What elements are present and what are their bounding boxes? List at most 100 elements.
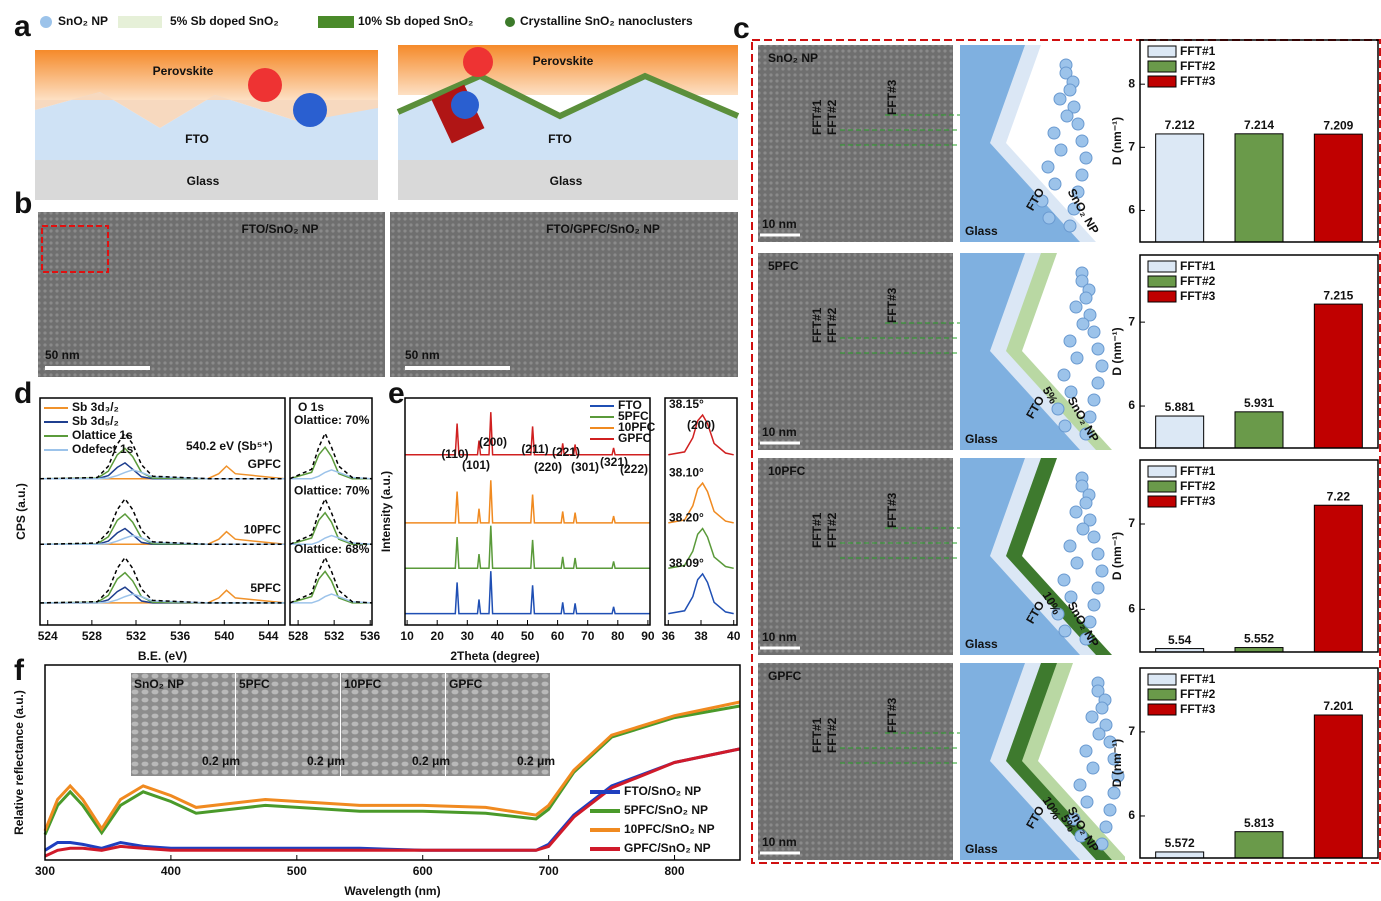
value-label: 5.813 (1244, 816, 1274, 830)
panel-label: e (388, 377, 405, 410)
value-label: 5.552 (1244, 632, 1274, 646)
np (1064, 335, 1076, 347)
scale-label: 10 nm (762, 835, 797, 849)
trace-label: 5PFC (250, 581, 281, 595)
value-label: 7.209 (1323, 118, 1353, 132)
y-tick-label: 7 (1128, 724, 1135, 738)
legend-label: Crystalline SnO₂ nanoclusters (520, 14, 693, 28)
np (1064, 84, 1076, 96)
inset-scale: 0.2 μm (307, 754, 345, 768)
fft-label: FFT#3 (885, 697, 899, 733)
bar (1156, 852, 1204, 858)
fft-label: FFT#2 (825, 717, 839, 753)
legend-swatch (1148, 61, 1176, 72)
schematic-label: Glass (550, 174, 583, 188)
value-label: 5.572 (1165, 836, 1195, 850)
y-axis-label: D (nm⁻¹) (1110, 327, 1124, 375)
legend-label: FFT#3 (1180, 702, 1216, 716)
inset-scale: 0.2 μm (202, 754, 240, 768)
value-label: 7.214 (1244, 118, 1274, 132)
np (1092, 548, 1104, 560)
peak-label: (211) (521, 442, 548, 456)
legend-label: FFT#2 (1180, 687, 1216, 701)
x-tick-label: 536 (170, 629, 190, 643)
np (1104, 804, 1116, 816)
fft-label: FFT#1 (810, 99, 824, 135)
np (1059, 625, 1071, 637)
np (1077, 523, 1089, 535)
bar (1314, 134, 1362, 242)
legend-swatch (1148, 674, 1176, 685)
peak-label: (301) (571, 460, 599, 474)
x-axis-label: Wavelength (nm) (344, 884, 440, 898)
x-tick-label: 544 (258, 629, 278, 643)
peak-label: (222) (620, 462, 648, 476)
np (1086, 711, 1098, 723)
np (1087, 762, 1099, 774)
peak-position: 38.10° (669, 465, 704, 479)
fft-label: FFT#2 (825, 99, 839, 135)
chart-title: (200) (687, 418, 715, 432)
legend-label: SnO₂ NP (58, 14, 108, 28)
panel-label: f (14, 654, 25, 687)
x-tick-label: 70 (581, 629, 595, 643)
legend-label: FFT#2 (1180, 59, 1216, 73)
image-label: GPFC (768, 669, 802, 683)
bar (1156, 416, 1204, 448)
y-axis-label: D (nm⁻¹) (1110, 532, 1124, 580)
np (1080, 497, 1092, 509)
np (1076, 169, 1088, 181)
inset-label: 10PFC (344, 677, 382, 691)
x-tick-label: 700 (539, 864, 559, 878)
legend-label: GPFC (618, 431, 652, 445)
np (1049, 178, 1061, 190)
inset-label: SnO₂ NP (134, 677, 184, 691)
x-tick-label: 532 (324, 629, 344, 643)
x-axis-label: B.E. (eV) (138, 649, 187, 663)
legend-swatch (505, 17, 515, 27)
np (1092, 343, 1104, 355)
schematic-label: Perovskite (533, 54, 594, 68)
annotation: 540.2 eV (Sb⁵⁺) (186, 439, 273, 453)
scale-label: 10 nm (762, 425, 797, 439)
fft-label: FFT#3 (885, 79, 899, 115)
x-tick-label: 800 (665, 864, 685, 878)
np (1070, 506, 1082, 518)
peak-label: (200) (479, 435, 507, 449)
fft-label: FFT#2 (825, 512, 839, 548)
value-label: 5.54 (1168, 633, 1192, 647)
x-tick-label: 10 (400, 629, 414, 643)
trace-label: 10PFC (244, 522, 282, 536)
legend-swatch (1148, 689, 1176, 700)
schematic-label: FTO (548, 132, 572, 146)
np (1077, 318, 1089, 330)
np (1058, 574, 1070, 586)
fft-label: FFT#3 (885, 492, 899, 528)
np (1052, 403, 1064, 415)
bar (1235, 832, 1283, 858)
scale-label: 50 nm (405, 348, 440, 362)
legend-swatch (40, 16, 52, 28)
y-tick-label: 8 (1128, 76, 1135, 90)
legend-label: Sb 3d₅/₂ (72, 414, 119, 428)
legend-label: Odefect 1s (72, 442, 134, 456)
legend-swatch (1148, 481, 1176, 492)
peak-label: (221) (552, 445, 580, 459)
legend-label: FFT#1 (1180, 259, 1216, 273)
legend-swatch (1148, 704, 1176, 715)
annotation: Olattice: 70% (294, 413, 370, 427)
bar (1235, 412, 1283, 448)
legend-swatch (118, 16, 162, 28)
legend-label: GPFC/SnO₂ NP (624, 841, 711, 855)
np (1088, 326, 1100, 338)
np (1096, 565, 1108, 577)
legend-label: 5% Sb doped SnO₂ (170, 14, 279, 28)
np (1088, 394, 1100, 406)
trace-label: GPFC (248, 457, 282, 471)
fft-label: FFT#2 (825, 307, 839, 343)
scale-label: 50 nm (45, 348, 80, 362)
np (1061, 110, 1073, 122)
np (1071, 352, 1083, 364)
schematic-label: Glass (965, 432, 998, 446)
x-tick-label: 532 (126, 629, 146, 643)
